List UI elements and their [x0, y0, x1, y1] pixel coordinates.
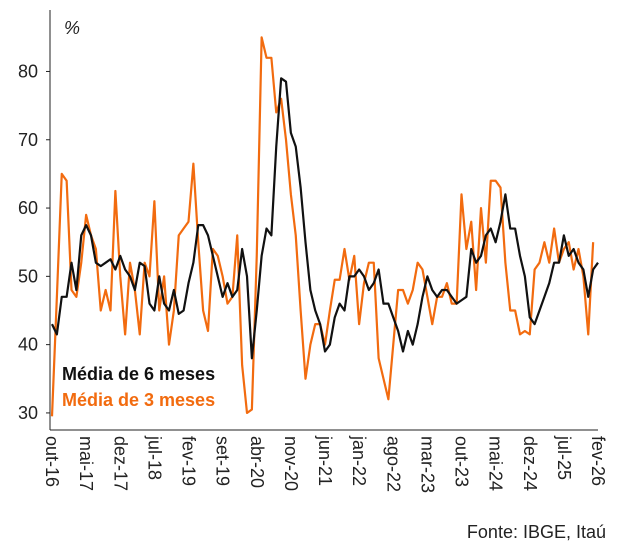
x-tick-label: ago-22 [383, 436, 403, 492]
x-tick-label: set-19 [213, 436, 233, 486]
x-tick-label: mai-17 [76, 436, 96, 491]
x-tick-label: fev-26 [588, 436, 608, 486]
x-tick-label: mai-24 [486, 436, 506, 491]
x-tick-label: fev-19 [179, 436, 199, 486]
unit-label: % [64, 18, 80, 38]
series-line [51, 77, 599, 360]
legend-label: Média de 6 meses [62, 364, 215, 384]
x-tick-label: jan-22 [349, 435, 369, 486]
x-tick-label: jul-18 [144, 435, 164, 480]
y-tick-label: 50 [18, 266, 38, 286]
x-tick-label: dez-17 [110, 436, 130, 491]
x-tick-label: nov-20 [281, 436, 301, 491]
x-tick-label: abr-20 [247, 436, 267, 488]
y-tick-label: 40 [18, 335, 38, 355]
y-tick-label: 30 [18, 403, 38, 423]
y-tick-label: 60 [18, 198, 38, 218]
x-tick-label: out-16 [42, 436, 62, 487]
series-line [50, 36, 595, 417]
x-tick-label: out-23 [452, 436, 472, 487]
x-tick-label: dez-24 [520, 436, 540, 491]
x-tick-label: jun-21 [315, 435, 335, 486]
y-tick-label: 70 [18, 130, 38, 150]
x-tick-label: jul-25 [554, 435, 574, 480]
source: Fonte: IBGE, Itaú [467, 522, 606, 542]
y-tick-label: 80 [18, 61, 38, 81]
legend-label: Média de 3 meses [62, 390, 215, 410]
x-tick-label: mar-23 [417, 436, 437, 493]
